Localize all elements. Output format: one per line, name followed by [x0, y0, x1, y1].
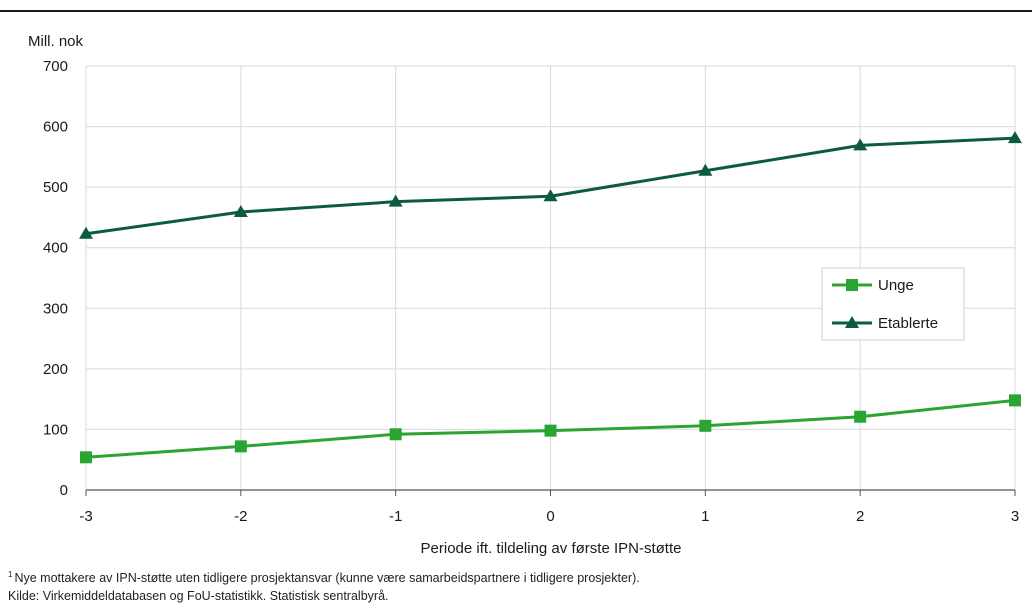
y-tick-label: 400 [43, 240, 68, 257]
data-point-etablerte [388, 194, 403, 207]
line-chart: Mill. nok 0 100 200 300 400 500 600 700 -3 -2 -1 0… [28, 33, 1022, 557]
legend-marker-unge [846, 279, 858, 291]
data-point-etablerte [853, 138, 868, 151]
data-point-unge [234, 440, 247, 453]
series-etablerte [79, 131, 1022, 239]
legend-marker-etablerte [845, 316, 859, 328]
legend: Unge Etablerte [821, 267, 965, 341]
legend-item-unge: Unge [832, 277, 914, 294]
legend-label-etablerte: Etablerte [878, 315, 938, 332]
series-unge [80, 394, 1021, 464]
y-tick-label: 600 [43, 119, 68, 136]
y-tick-label: 700 [43, 58, 68, 75]
data-point-etablerte [233, 204, 248, 217]
legend-label-unge: Unge [878, 277, 914, 294]
legend-item-etablerte: Etablerte [832, 315, 938, 332]
x-tick-label: -3 [79, 508, 92, 525]
y-tick-label: 200 [43, 361, 68, 378]
data-point-etablerte [1008, 131, 1022, 144]
x-tick-labels: -3 -2 -1 0 1 2 3 [79, 508, 1019, 525]
top-rule [0, 10, 1032, 12]
x-tick-label: 0 [546, 508, 554, 525]
data-point-unge [544, 424, 557, 437]
data-point-unge [389, 428, 402, 441]
data-point-etablerte [543, 189, 558, 202]
data-point-unge [80, 451, 92, 464]
data-point-unge [854, 410, 867, 423]
data-point-unge [699, 419, 712, 432]
data-point-etablerte [698, 163, 713, 176]
x-tick-label: 2 [856, 508, 864, 525]
grid [85, 65, 1016, 496]
data-point-unge [1009, 394, 1021, 407]
x-axis-label: Periode ift. tildeling av første IPN-stø… [421, 540, 682, 557]
y-axis-unit-label: Mill. nok [28, 33, 84, 50]
y-tick-labels: 0 100 200 300 400 500 600 700 [43, 58, 68, 499]
y-tick-label: 0 [60, 482, 68, 499]
footnote-note-text: Nye mottakere av IPN-støtte uten tidlige… [14, 571, 640, 585]
y-tick-label: 100 [43, 421, 68, 438]
x-tick-label: 3 [1011, 508, 1019, 525]
y-tick-label: 500 [43, 179, 68, 196]
y-tick-label: 300 [43, 300, 68, 317]
footnote-marker: 1 [8, 570, 13, 579]
series-layer [79, 131, 1022, 464]
x-tick-label: 1 [701, 508, 709, 525]
footnote-note: 1 Nye mottakere av IPN-støtte uten tidlig… [8, 570, 640, 585]
x-tick-label: -2 [234, 508, 247, 525]
x-tick-label: -1 [389, 508, 402, 525]
footnote-source: Kilde: Virkemiddeldatabasen og FoU-stati… [8, 589, 389, 603]
data-point-etablerte [79, 226, 93, 239]
